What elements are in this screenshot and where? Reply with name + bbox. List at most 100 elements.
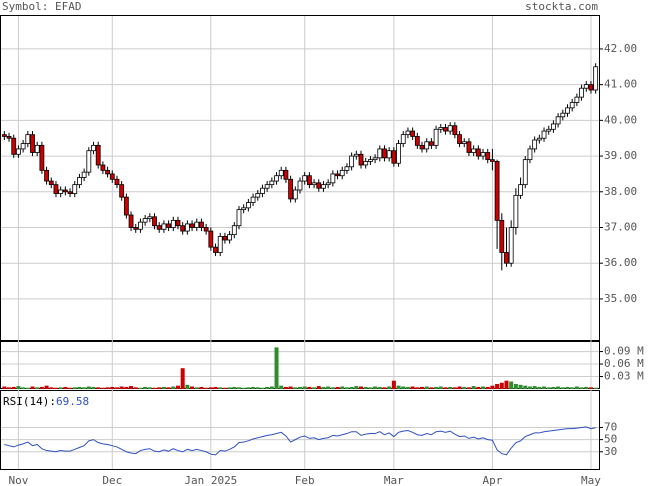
price-panel: [0, 15, 600, 341]
volume-bar: [91, 386, 96, 389]
candle-body: [241, 207, 247, 211]
volume-bar: [222, 387, 227, 389]
volume-bar: [100, 387, 105, 389]
marks: [1, 63, 599, 456]
candle-body: [297, 180, 303, 191]
candle-body: [335, 173, 340, 177]
volume-bar: [147, 387, 152, 389]
volume-bar: [241, 387, 246, 389]
candle-body: [1, 134, 7, 137]
x-tick-label: Nov: [8, 474, 28, 486]
candle-body: [58, 189, 64, 194]
candle-body: [67, 191, 73, 194]
volume-bar: [443, 387, 448, 389]
candle-body: [222, 236, 228, 241]
volume-bar: [307, 386, 312, 389]
candle-body: [311, 182, 317, 186]
y-tick-label: 42.00: [604, 42, 637, 55]
volume-bar: [68, 387, 73, 389]
source: stockta.com: [525, 0, 598, 13]
volume-bar: [260, 387, 265, 389]
candle-body: [95, 144, 101, 166]
candle-body: [231, 225, 237, 236]
candle-body: [424, 141, 430, 150]
volume-bar: [199, 386, 204, 389]
candle-body: [518, 184, 523, 196]
candle-body: [109, 173, 115, 180]
volume-bar: [316, 386, 321, 389]
candle-body: [288, 178, 294, 200]
volume-bar: [546, 387, 551, 389]
candle-body: [269, 180, 275, 186]
candle-body: [513, 194, 519, 228]
candle-body: [170, 219, 176, 228]
volume-bar: [326, 386, 331, 389]
volume-bar: [593, 387, 598, 389]
candle-body: [504, 252, 509, 264]
candle-body: [156, 225, 162, 230]
candle-body: [447, 125, 453, 132]
volume-bar: [457, 386, 462, 389]
candle-body: [461, 141, 467, 144]
volume-bar: [157, 387, 162, 389]
candle-body: [363, 161, 369, 166]
candle-body: [119, 184, 125, 198]
volume-bar: [86, 386, 91, 389]
volume-bar: [288, 386, 293, 389]
candle-body: [475, 148, 481, 157]
candle-body: [541, 130, 547, 139]
volume-bar: [584, 386, 589, 389]
candle-body: [532, 139, 538, 150]
candle-body: [278, 169, 284, 177]
candle-body: [372, 157, 378, 161]
volume-bar: [143, 386, 148, 389]
volume-bar: [255, 387, 260, 389]
volume-bar: [180, 368, 185, 389]
candle-body: [283, 169, 289, 180]
candle-body: [325, 182, 331, 186]
candle-body: [579, 87, 584, 98]
candle-body: [72, 184, 78, 194]
candle-body: [194, 221, 200, 228]
candle-body: [551, 123, 556, 130]
candle-body: [382, 148, 387, 159]
candle-body: [152, 216, 157, 227]
candle-body: [377, 148, 383, 159]
volume-bar: [405, 386, 410, 389]
volume-bar: [354, 386, 359, 389]
candle-body: [274, 175, 279, 182]
volume-bar: [481, 386, 486, 389]
y-tick-label: 37.00: [604, 221, 637, 234]
candle-body: [508, 227, 514, 264]
volume-bar: [2, 386, 7, 389]
volume-bar: [448, 386, 453, 389]
rsi-panel: [0, 390, 600, 470]
volume-bar: [504, 380, 509, 389]
chart-title: Symbol: EFAD: [2, 0, 81, 13]
candle-body: [62, 189, 68, 193]
candle-body: [86, 150, 92, 173]
volume-bar: [166, 387, 171, 389]
x-tick-label: Apr: [482, 474, 502, 486]
candle-body: [114, 178, 120, 186]
volume-bar: [39, 386, 44, 389]
candle-body: [353, 153, 359, 157]
candle-body: [142, 218, 148, 223]
volume-bar: [175, 385, 180, 389]
y-tick-label: 35.00: [604, 292, 637, 305]
volume-bar: [246, 387, 251, 389]
candle-body: [166, 223, 171, 228]
volume-bar: [401, 386, 406, 389]
candle-body: [499, 219, 505, 253]
candle-body: [245, 202, 251, 209]
volume-bar: [476, 386, 481, 389]
volume-bar: [35, 387, 40, 389]
volume-bar: [396, 385, 401, 389]
volume-bar: [251, 386, 256, 389]
candle-body: [20, 143, 26, 150]
volume-bar: [527, 386, 532, 389]
volume-bar: [11, 386, 16, 389]
rsi-label: RSI(14):: [3, 395, 56, 408]
volume-bar: [359, 386, 364, 389]
